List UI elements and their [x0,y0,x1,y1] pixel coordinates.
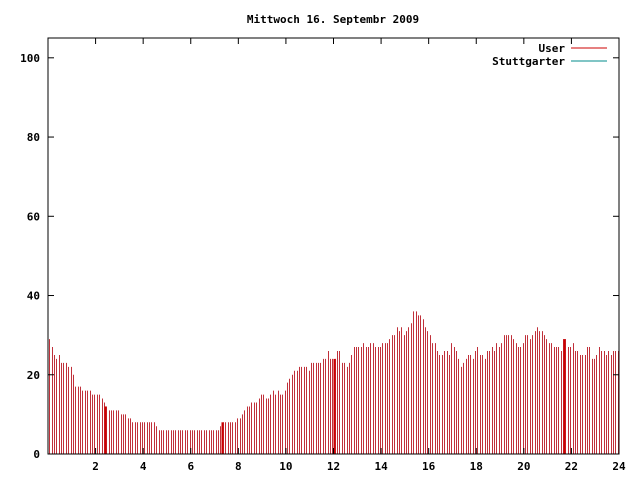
y-tick-label: 80 [27,131,40,144]
y-tick-label: 40 [27,290,40,303]
x-tick-label: 12 [327,460,340,473]
y-tick-label: 0 [33,448,40,461]
y-axis: 0 20 40 60 80 100 [20,52,619,461]
x-tick-label: 22 [565,460,578,473]
x-tick-label: 16 [422,460,436,473]
y-tick-label: 100 [20,52,40,65]
y-tick-label: 60 [27,210,40,223]
x-tick-label: 10 [279,460,292,473]
x-tick-label: 14 [374,460,388,473]
legend-label-user: User [539,42,566,55]
x-tick-label: 6 [187,460,194,473]
x-tick-label: 8 [235,460,242,473]
x-tick-label: 2 [92,460,99,473]
x-tick-label: 20 [517,460,530,473]
legend-label-stuttgarter: Stuttgarter [492,55,565,68]
x-tick-label: 18 [470,460,483,473]
x-axis: 2 4 6 8 10 12 14 16 18 20 22 24 [92,38,626,473]
legend: User Stuttgarter [492,42,607,68]
y-tick-label: 20 [27,369,40,382]
bars-group [49,311,619,454]
x-tick-label: 4 [140,460,147,473]
x-tick-label: 24 [612,460,626,473]
chart-title: Mittwoch 16. Septembr 2009 [247,13,419,26]
